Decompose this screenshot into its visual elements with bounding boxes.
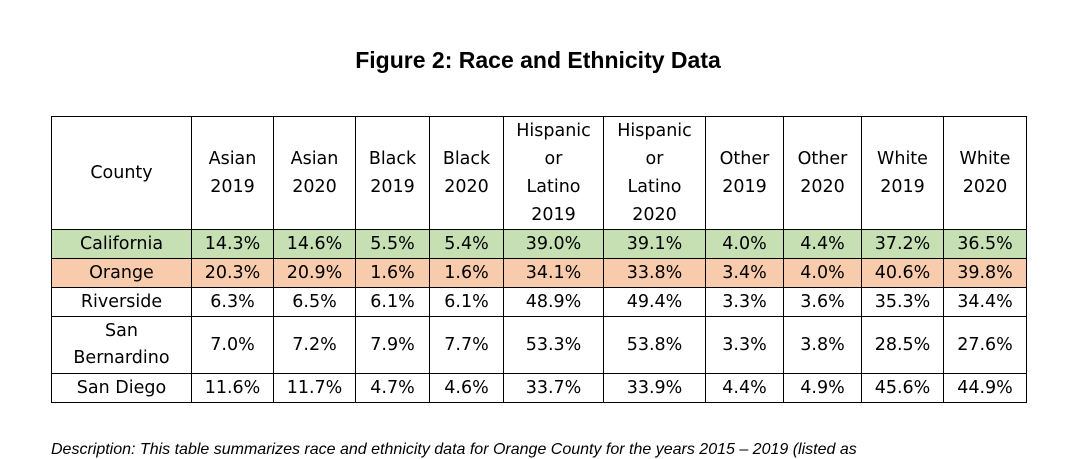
value-cell: 20.3% <box>191 258 274 288</box>
value-cell: 11.6% <box>191 373 274 403</box>
column-header: Other 2020 <box>783 116 862 230</box>
column-header: County <box>51 116 192 230</box>
value-cell: 28.5% <box>861 316 944 374</box>
value-cell: 4.9% <box>783 373 862 403</box>
value-cell: 11.7% <box>273 373 356 403</box>
value-cell: 4.4% <box>783 229 862 259</box>
value-cell: 33.7% <box>503 373 604 403</box>
value-cell: 39.1% <box>603 229 706 259</box>
value-cell: 7.2% <box>273 316 356 374</box>
value-cell: 7.9% <box>355 316 430 374</box>
column-header: Hispanic or Latino 2019 <box>503 116 604 230</box>
column-header: Asian 2019 <box>191 116 274 230</box>
value-cell: 48.9% <box>503 287 604 317</box>
value-cell: 3.6% <box>783 287 862 317</box>
value-cell: 4.0% <box>783 258 862 288</box>
table-description: Description: This table summarizes race … <box>51 441 857 458</box>
value-cell: 3.8% <box>783 316 862 374</box>
column-header: Asian 2020 <box>273 116 356 230</box>
column-header: Other 2019 <box>705 116 784 230</box>
column-header: Black 2020 <box>429 116 504 230</box>
header-row: County Asian 2019 Asian 2020 Black 2019 Black 20… <box>51 116 1027 230</box>
value-cell: 20.9% <box>273 258 356 288</box>
value-cell: 4.7% <box>355 373 430 403</box>
value-cell: 35.3% <box>861 287 944 317</box>
county-cell: Riverside <box>51 287 192 317</box>
county-cell: San Diego <box>51 373 192 403</box>
value-cell: 45.6% <box>861 373 944 403</box>
county-cell: Orange <box>51 258 192 288</box>
value-cell: 37.2% <box>861 229 944 259</box>
value-cell: 33.8% <box>603 258 706 288</box>
value-cell: 33.9% <box>603 373 706 403</box>
value-cell: 34.4% <box>943 287 1027 317</box>
value-cell: 39.8% <box>943 258 1027 288</box>
table-row: San Diego 11.6% 11.7% 4.7% 4.6% 33.7% 33.9% 4.4… <box>51 373 1027 403</box>
column-header: White 2019 <box>861 116 944 230</box>
value-cell: 6.1% <box>429 287 504 317</box>
race-ethnicity-table: County Asian 2019 Asian 2020 Black 2019 Black 20… <box>51 116 1027 403</box>
value-cell: 3.3% <box>705 316 784 374</box>
value-cell: 6.3% <box>191 287 274 317</box>
value-cell: 39.0% <box>503 229 604 259</box>
value-cell: 7.7% <box>429 316 504 374</box>
value-cell: 1.6% <box>429 258 504 288</box>
value-cell: 49.4% <box>603 287 706 317</box>
column-header: Hispanic or Latino 2020 <box>603 116 706 230</box>
value-cell: 3.4% <box>705 258 784 288</box>
column-header: White 2020 <box>943 116 1027 230</box>
value-cell: 1.6% <box>355 258 430 288</box>
value-cell: 36.5% <box>943 229 1027 259</box>
value-cell: 14.3% <box>191 229 274 259</box>
county-cell: San Bernardino <box>51 316 192 374</box>
value-cell: 27.6% <box>943 316 1027 374</box>
table-row: San Bernardino 7.0% 7.2% 7.9% 7.7% 53.3% 53.8% 3… <box>51 316 1027 374</box>
figure-title: Figure 2: Race and Ethnicity Data <box>355 47 721 73</box>
value-cell: 4.0% <box>705 229 784 259</box>
value-cell: 7.0% <box>191 316 274 374</box>
county-cell: California <box>51 229 192 259</box>
value-cell: 34.1% <box>503 258 604 288</box>
value-cell: 53.3% <box>503 316 604 374</box>
value-cell: 4.4% <box>705 373 784 403</box>
value-cell: 14.6% <box>273 229 356 259</box>
value-cell: 3.3% <box>705 287 784 317</box>
value-cell: 40.6% <box>861 258 944 288</box>
table-row: Riverside 6.3% 6.5% 6.1% 6.1% 48.9% 49.4% 3.3% 3… <box>51 287 1027 317</box>
value-cell: 53.8% <box>603 316 706 374</box>
value-cell: 4.6% <box>429 373 504 403</box>
value-cell: 6.5% <box>273 287 356 317</box>
table-row: Orange 20.3% 20.9% 1.6% 1.6% 34.1% 33.8% 3.4% 4.… <box>51 258 1027 288</box>
value-cell: 5.5% <box>355 229 430 259</box>
table-row: California 14.3% 14.6% 5.5% 5.4% 39.0% 39.1% 4.… <box>51 229 1027 259</box>
value-cell: 6.1% <box>355 287 430 317</box>
value-cell: 44.9% <box>943 373 1027 403</box>
value-cell: 5.4% <box>429 229 504 259</box>
column-header: Black 2019 <box>355 116 430 230</box>
